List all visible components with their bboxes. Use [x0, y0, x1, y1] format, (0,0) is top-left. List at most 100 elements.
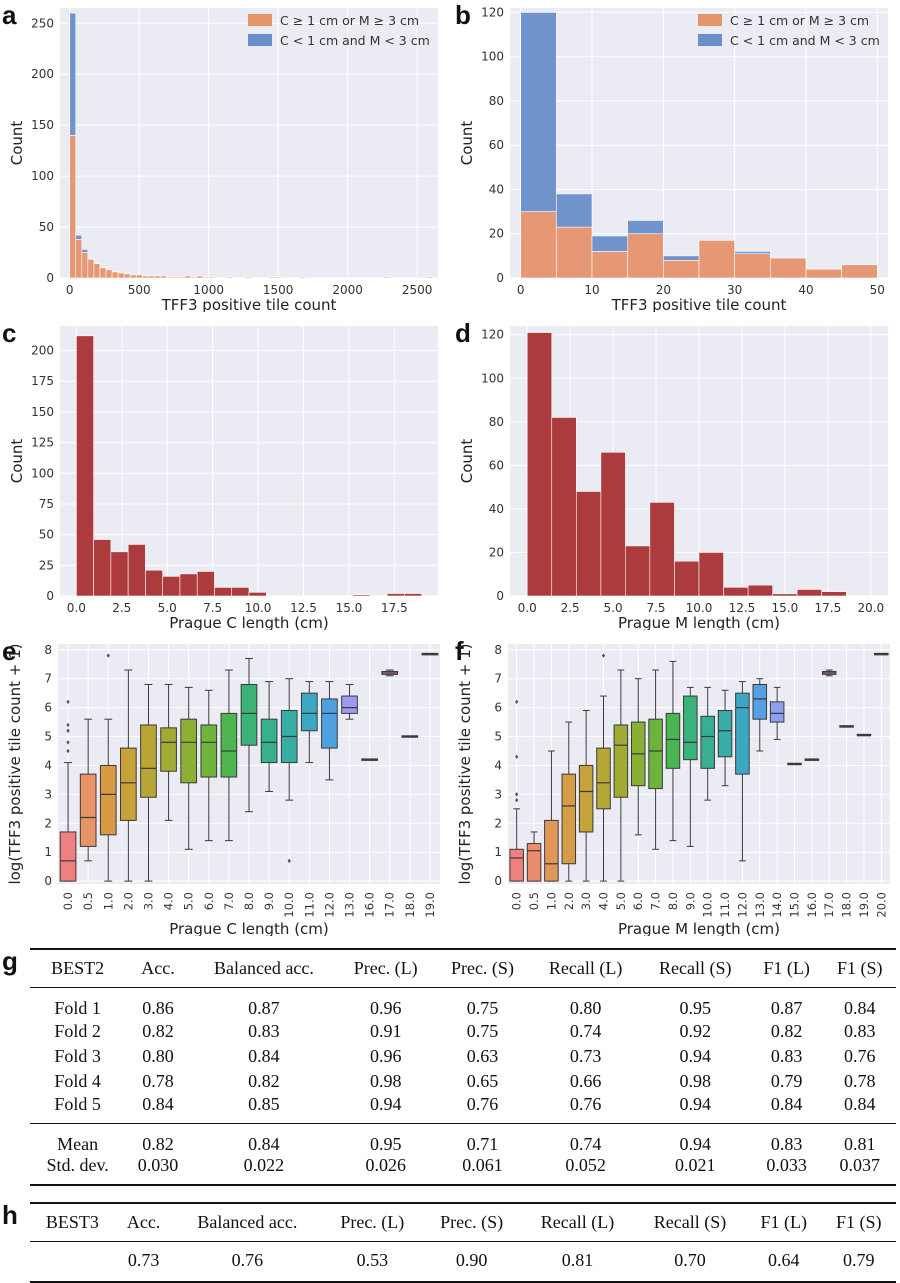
- y-tick-label: 100: [31, 466, 54, 480]
- col-header: Prec. (S): [434, 948, 531, 988]
- table-cell: 0.76: [172, 1241, 323, 1283]
- x-tick-label: 1500: [263, 283, 294, 297]
- outlier-point: [66, 722, 70, 728]
- box: [648, 718, 663, 790]
- x-tick-label: 13.0: [753, 892, 767, 918]
- table-cell: 0.73: [114, 1241, 173, 1283]
- y-tick-label: 20: [489, 545, 504, 559]
- col-header: Balanced acc.: [172, 1202, 323, 1242]
- table-cell: 0.82: [125, 1122, 191, 1155]
- bar: [520, 211, 557, 279]
- table-cell: 0.026: [336, 1154, 435, 1186]
- panel-label-c: c: [2, 318, 17, 348]
- y-tick-label: 4: [494, 758, 502, 772]
- bar: [383, 276, 391, 279]
- x-tick-label: 7.0: [649, 892, 663, 910]
- box: [752, 683, 768, 720]
- bar: [627, 220, 664, 235]
- x-tick-label: 16.0: [363, 892, 377, 918]
- table-cell: 0.84: [142, 1093, 174, 1114]
- bar: [386, 593, 405, 597]
- bar: [663, 255, 700, 261]
- box: [665, 712, 681, 769]
- bar: [796, 589, 822, 597]
- x-tick-label: 0: [517, 283, 525, 297]
- y-tick-label: 75: [39, 497, 54, 511]
- y-tick-label: 40: [489, 502, 504, 516]
- x-tick-label: 15.0: [336, 601, 363, 615]
- y-tick-label: 80: [489, 415, 504, 429]
- bar: [81, 252, 89, 279]
- y-tick-label: 5: [44, 730, 52, 744]
- bar: [184, 275, 191, 279]
- bar: [105, 269, 113, 279]
- y-tick-label: 175: [31, 374, 54, 388]
- x-tick-label: 3.0: [141, 892, 155, 910]
- bar: [93, 263, 101, 279]
- x-axis-label: Prague C length (cm): [169, 920, 329, 936]
- y-tick-label: 2: [44, 816, 52, 830]
- x-tick-label: 2.0: [562, 892, 576, 910]
- bar: [69, 12, 77, 136]
- bar: [520, 12, 557, 212]
- x-tick-label: 20.0: [857, 601, 884, 615]
- box: [160, 727, 177, 772]
- y-tick-label: 7: [44, 672, 52, 686]
- box: [596, 747, 611, 810]
- bar: [244, 276, 252, 279]
- bar: [772, 593, 798, 597]
- table-cell: 0.84: [248, 1045, 280, 1066]
- x-tick-label: 9.0: [262, 892, 276, 910]
- bar: [141, 275, 149, 279]
- y-tick-label: 125: [31, 436, 54, 450]
- row-label: Std. dev.: [30, 1154, 126, 1186]
- x-axis-label: Prague C length (cm): [169, 614, 329, 630]
- bar: [117, 272, 125, 279]
- box: [180, 718, 198, 784]
- x-tick-label: 2.0: [121, 892, 135, 910]
- table-cell: 0.022: [190, 1154, 337, 1186]
- y-axis-label: Count: [8, 439, 26, 484]
- x-tick-label: 9.0: [683, 892, 697, 910]
- table-row: Fold 5 0.84 0.85 0.94 0.76 0.76 0.94 0.84 0.84: [30, 1094, 896, 1124]
- table-cell: 0.91: [369, 1020, 402, 1041]
- table-cell: 0.82: [248, 1070, 280, 1091]
- x-tick-label: 12.5: [290, 601, 317, 615]
- x-tick-label: 5.0: [604, 601, 623, 615]
- table-cell: 0.98: [679, 1070, 712, 1091]
- table-cell: 0.87: [248, 997, 280, 1018]
- row-label: Fold 1: [54, 997, 101, 1018]
- y-axis-label: log(TFF3 positive tile count + 1): [456, 643, 474, 884]
- y-tick-label: 120: [481, 5, 504, 19]
- table-cell: 0.75: [466, 997, 499, 1018]
- box: [735, 692, 750, 775]
- row-label: Fold 5: [54, 1093, 101, 1114]
- table-row: Fold 2 0.82 0.83 0.91 0.75 0.74 0.92 0.82 0.83: [30, 1019, 896, 1044]
- panel-label-a: a: [2, 0, 17, 30]
- table-cell: 0.79: [770, 1070, 803, 1091]
- histogram-c: 0 25 50 75 100 125 150 175 200 Count 0.0 2.5 5.0 7.5 1…: [8, 326, 438, 630]
- bar: [99, 267, 107, 279]
- box: [220, 712, 238, 778]
- box: [544, 819, 559, 882]
- table-cell: 0.82: [142, 1020, 174, 1041]
- box: [526, 843, 542, 882]
- x-tick-label: 11.0: [302, 892, 316, 918]
- bar: [202, 276, 210, 279]
- table-cell: 0.79: [821, 1241, 896, 1283]
- panel-label-e: e: [2, 636, 17, 666]
- box: [717, 710, 733, 758]
- table-cell: 0.061: [434, 1154, 531, 1186]
- table-cell: 0.94: [369, 1093, 402, 1114]
- bar: [87, 259, 95, 279]
- y-tick-label: 150: [31, 118, 54, 132]
- x-tick-label: 14.0: [770, 892, 784, 918]
- results-table-best2: BEST2 Acc. Balanced acc. Prec. (L) Prec.…: [30, 948, 896, 1186]
- table-cell: 0.74: [569, 1020, 602, 1041]
- table-row: Fold 1 0.86 0.87 0.96 0.75 0.80 0.95 0.87 0.84: [30, 987, 896, 1019]
- table-cell: 0.037: [823, 1154, 896, 1186]
- bar: [179, 573, 198, 597]
- bar: [734, 251, 771, 254]
- table-cell: 0.83: [248, 1020, 280, 1041]
- x-tick-label: 7.5: [203, 601, 222, 615]
